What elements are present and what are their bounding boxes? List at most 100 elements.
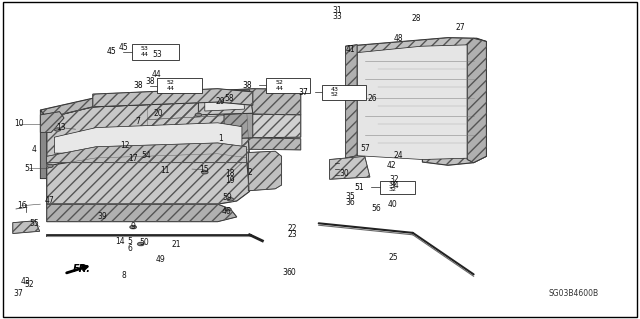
Text: 45: 45	[118, 43, 129, 52]
Text: 4: 4	[31, 145, 36, 154]
Text: 46: 46	[221, 207, 232, 216]
Polygon shape	[205, 94, 244, 111]
Text: 53: 53	[152, 50, 162, 59]
Polygon shape	[47, 204, 237, 222]
FancyBboxPatch shape	[132, 44, 179, 60]
Text: 29: 29	[216, 97, 226, 106]
Text: 59: 59	[222, 193, 232, 202]
Text: 37: 37	[13, 289, 23, 298]
Text: 32: 32	[389, 175, 399, 184]
Text: 20: 20	[153, 109, 163, 118]
Text: 45: 45	[107, 48, 116, 56]
Text: 12: 12	[120, 141, 129, 150]
Polygon shape	[248, 151, 282, 191]
Text: SG03B4600B: SG03B4600B	[548, 289, 598, 298]
Text: 15: 15	[199, 165, 209, 174]
Text: 7: 7	[135, 117, 140, 126]
Text: 10: 10	[14, 119, 24, 128]
Text: 36: 36	[346, 198, 356, 207]
Text: 43: 43	[20, 277, 31, 286]
Text: 56: 56	[371, 204, 381, 213]
Polygon shape	[47, 154, 250, 204]
Circle shape	[225, 208, 231, 211]
Text: 34: 34	[389, 181, 399, 190]
Text: 26: 26	[367, 94, 377, 103]
Text: 60: 60	[286, 268, 296, 277]
Polygon shape	[40, 112, 64, 132]
Text: 38: 38	[243, 81, 252, 90]
Polygon shape	[198, 90, 253, 115]
Text: 31: 31	[332, 6, 342, 15]
Text: 16: 16	[17, 201, 27, 210]
Text: 41: 41	[346, 45, 356, 54]
Circle shape	[227, 198, 234, 201]
Text: 38: 38	[134, 81, 143, 90]
Text: 14: 14	[115, 237, 125, 246]
Circle shape	[195, 113, 202, 116]
Text: 2: 2	[247, 168, 252, 177]
FancyBboxPatch shape	[157, 78, 202, 93]
Circle shape	[54, 128, 61, 131]
Polygon shape	[47, 101, 250, 179]
Polygon shape	[93, 89, 253, 107]
Polygon shape	[357, 45, 477, 160]
Text: 48: 48	[393, 34, 403, 43]
Text: 51: 51	[24, 164, 35, 173]
FancyBboxPatch shape	[322, 85, 366, 100]
Circle shape	[130, 226, 136, 229]
Text: 32: 32	[388, 187, 397, 192]
Text: 47: 47	[45, 196, 55, 204]
Text: 3: 3	[282, 268, 287, 277]
FancyBboxPatch shape	[266, 78, 310, 93]
Text: 21: 21	[172, 241, 181, 249]
Text: 30: 30	[339, 169, 349, 178]
Circle shape	[47, 164, 53, 167]
Text: FR.: FR.	[73, 264, 91, 274]
Text: 58: 58	[224, 94, 234, 103]
Text: 5: 5	[127, 237, 132, 246]
Polygon shape	[40, 110, 47, 179]
Text: 44: 44	[166, 86, 174, 91]
Text: 40: 40	[388, 200, 398, 209]
Text: 57: 57	[360, 144, 370, 152]
Polygon shape	[346, 38, 486, 165]
Text: 38: 38	[145, 77, 156, 86]
Text: 33: 33	[332, 12, 342, 21]
Text: 19: 19	[225, 176, 236, 185]
Text: 27: 27	[456, 23, 466, 32]
Text: 52: 52	[275, 80, 283, 85]
Text: 23: 23	[287, 230, 298, 239]
Text: 44: 44	[275, 86, 283, 91]
Text: 6: 6	[127, 244, 132, 253]
Text: 52: 52	[331, 93, 339, 97]
Text: 44: 44	[141, 52, 149, 57]
Text: 13: 13	[56, 123, 66, 132]
Polygon shape	[147, 89, 301, 120]
Circle shape	[138, 242, 144, 246]
Text: 25: 25	[388, 253, 399, 262]
Text: 18: 18	[226, 169, 235, 178]
Text: 37: 37	[299, 88, 308, 97]
Text: 52: 52	[24, 280, 35, 289]
Text: 11: 11	[160, 167, 169, 175]
Polygon shape	[40, 93, 246, 118]
Text: 44: 44	[152, 70, 162, 79]
Text: 35: 35	[346, 192, 356, 201]
Text: 39: 39	[97, 212, 108, 221]
Polygon shape	[147, 138, 301, 153]
Polygon shape	[346, 45, 357, 158]
Text: 50: 50	[140, 238, 150, 247]
Text: 28: 28	[412, 14, 420, 23]
Text: 55: 55	[29, 219, 39, 228]
Text: 34: 34	[388, 182, 397, 187]
Polygon shape	[13, 221, 40, 234]
Polygon shape	[330, 156, 370, 179]
Text: 42: 42	[387, 161, 397, 170]
Text: 8: 8	[122, 271, 127, 280]
Text: 9: 9	[130, 222, 135, 231]
Text: 54: 54	[141, 151, 151, 160]
Text: 22: 22	[288, 224, 297, 233]
Text: 51: 51	[355, 183, 364, 192]
Text: 43: 43	[331, 87, 339, 92]
Text: 17: 17	[128, 154, 138, 163]
